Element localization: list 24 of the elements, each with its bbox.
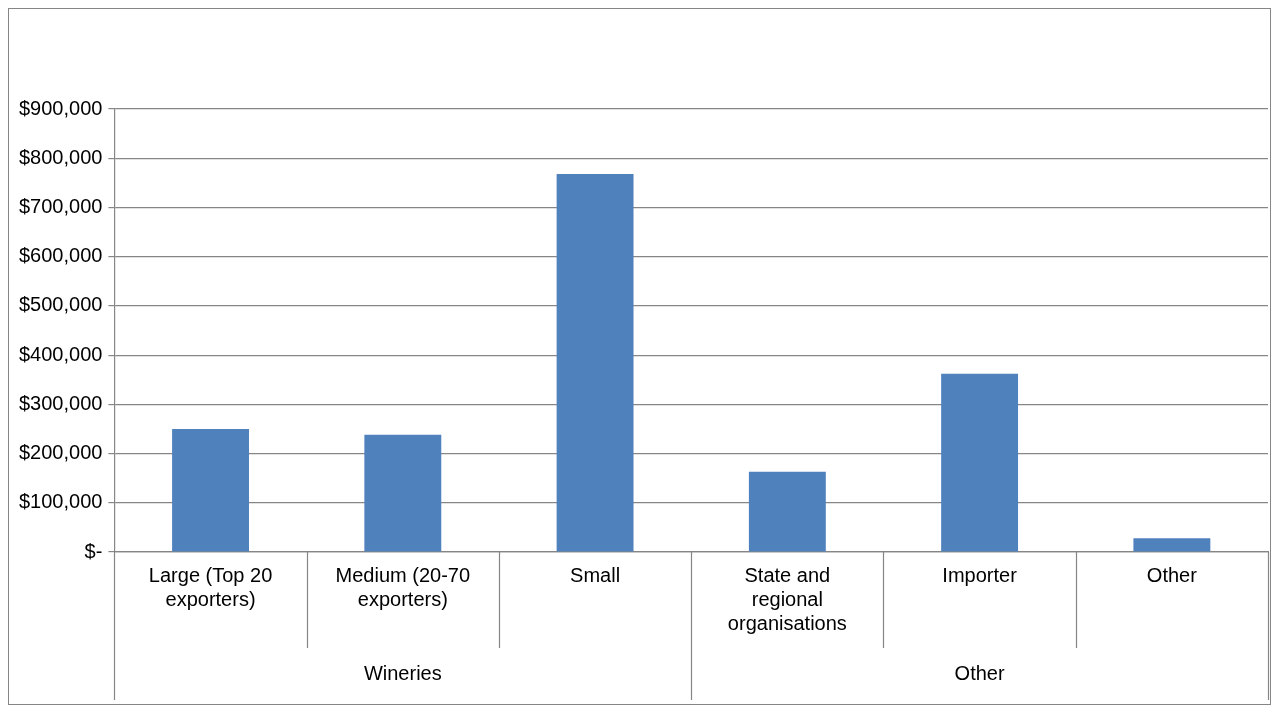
- y-tick-label: $500,000: [19, 293, 103, 316]
- bar: [364, 434, 442, 552]
- y-tick-label: $-: [84, 539, 103, 562]
- y-tick-label: $200,000: [19, 441, 103, 464]
- x-tick-label: Medium (20-70 exporters): [335, 563, 471, 610]
- x-tick-label: State and regional organisations: [727, 563, 847, 634]
- y-tick-label: $300,000: [19, 391, 103, 414]
- bar: [1133, 538, 1211, 552]
- bar: [556, 173, 634, 552]
- y-tick-label: $700,000: [19, 194, 103, 217]
- x-tick-label: Large (Top 20 exporters): [148, 563, 273, 610]
- bar: [172, 428, 249, 552]
- x-tick-label: Other: [1146, 563, 1198, 586]
- text: Wineries: [363, 661, 442, 684]
- x-tick-label: Importer: [942, 563, 1018, 586]
- y-tick-label: $600,000: [19, 244, 103, 267]
- bar: [748, 471, 826, 552]
- y-tick-label: $900,000: [19, 96, 103, 119]
- text: Other: [954, 661, 1005, 684]
- x-tick-label: Small: [570, 563, 621, 586]
- y-tick-label: $100,000: [19, 490, 103, 513]
- y-tick-label: $400,000: [19, 342, 103, 365]
- bar: [941, 373, 1019, 552]
- y-tick-label: $800,000: [19, 145, 103, 168]
